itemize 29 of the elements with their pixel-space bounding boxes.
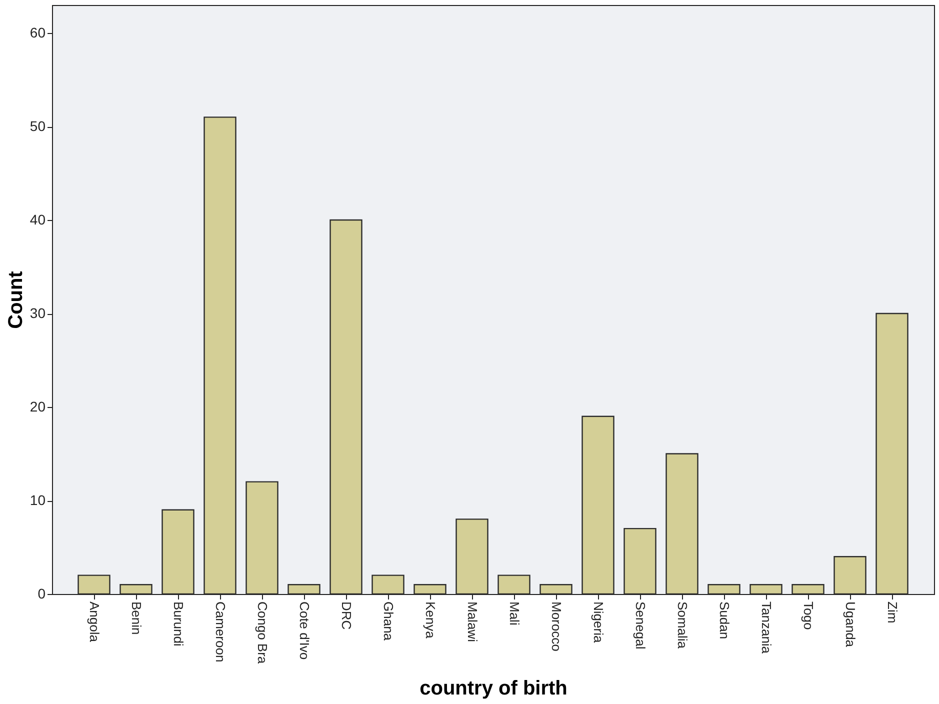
x-tick-label: Somalia: [675, 602, 690, 650]
x-tick-label: Burundi: [171, 602, 186, 646]
x-axis-title: country of birth: [420, 678, 568, 700]
x-tick-label: Cameroon: [213, 602, 228, 662]
x-tick-label: Nigeria: [591, 602, 606, 644]
x-tick-label: DRC: [339, 602, 354, 630]
x-tick-label: Mali: [507, 602, 522, 626]
x-tick-label: Togo: [801, 602, 816, 630]
x-tick-label: Senegal: [633, 602, 648, 650]
y-tick-label: 30: [30, 305, 46, 322]
x-tick-label: Zim: [885, 602, 900, 624]
x-tick-label: Benin: [129, 602, 144, 635]
x-tick-label: Cote d'Ivo: [297, 602, 312, 660]
x-tick-label: Congo Bra: [255, 602, 270, 664]
x-tick-label: Morocco: [549, 602, 564, 652]
x-tick-label: Ghana: [381, 602, 396, 642]
y-tick-label: 0: [38, 586, 46, 602]
x-tick-label: Uganda: [843, 602, 858, 648]
x-tick-label: Sudan: [717, 602, 732, 640]
x-tick-label: Malawi: [465, 602, 480, 642]
y-axis-title: Count: [4, 270, 27, 329]
y-tick-label: 50: [30, 118, 46, 134]
y-tick-label: 10: [30, 492, 46, 508]
y-tick-label: 60: [30, 24, 46, 41]
y-tick-label: 40: [30, 212, 46, 228]
x-tick-label: Kenya: [423, 602, 438, 640]
x-tick-label: Tanzania: [759, 602, 774, 654]
y-tick-label: 20: [30, 398, 46, 415]
x-tick-label: Angola: [87, 602, 102, 643]
